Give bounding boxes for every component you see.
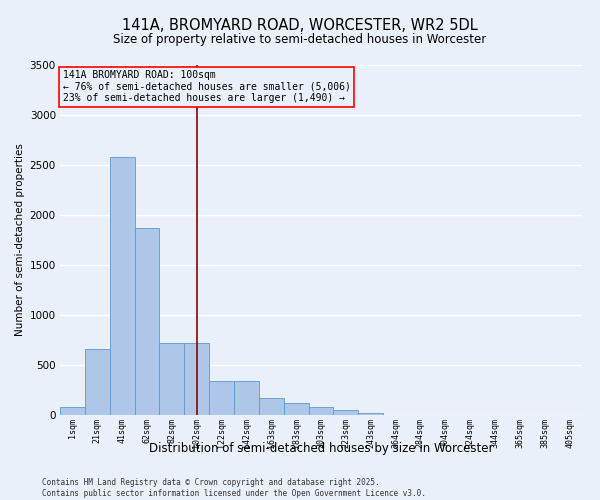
Bar (110, 157, 134, 415)
Text: Distribution of semi-detached houses by size in Worcester: Distribution of semi-detached houses by … (149, 442, 493, 455)
Text: Contains HM Land Registry data © Crown copyright and database right 2025.
Contai: Contains HM Land Registry data © Crown c… (42, 478, 426, 498)
Bar (308, 407, 334, 415)
Bar (234, 381, 259, 415)
Bar (383, 414, 408, 415)
Bar (358, 413, 383, 415)
Text: 141A BROMYARD ROAD: 100sqm
← 76% of semi-detached houses are smaller (5,006)
23%: 141A BROMYARD ROAD: 100sqm ← 76% of semi… (62, 70, 350, 103)
Bar (458, 414, 482, 415)
Y-axis label: Number of semi-detached properties: Number of semi-detached properties (16, 144, 25, 336)
Bar (209, 381, 234, 415)
Bar (408, 414, 433, 415)
Bar (184, 343, 209, 415)
Text: Size of property relative to semi-detached houses in Worcester: Size of property relative to semi-detach… (113, 32, 487, 46)
Bar (85, 349, 110, 415)
Bar (259, 398, 284, 415)
Bar (284, 403, 308, 415)
Bar (134, 228, 160, 415)
Bar (60, 407, 85, 415)
Text: 141A, BROMYARD ROAD, WORCESTER, WR2 5DL: 141A, BROMYARD ROAD, WORCESTER, WR2 5DL (122, 18, 478, 32)
Bar (334, 410, 358, 415)
Bar (160, 343, 184, 415)
